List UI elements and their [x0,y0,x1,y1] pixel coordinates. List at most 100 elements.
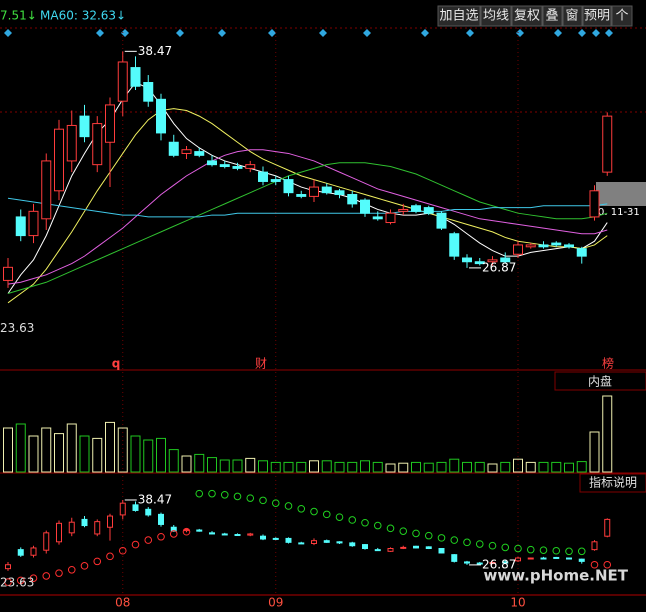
toolbar-button[interactable]: 叠 [542,5,563,27]
candle-body [589,190,600,218]
volume-bar [130,435,141,473]
mini-candle-body [260,535,266,540]
ma-line [7,149,608,285]
volume-bar [321,460,332,473]
mini-candle-body [553,556,560,559]
sar-dot [322,510,331,519]
volume-bar [474,461,485,473]
mini-candle-body [464,561,470,564]
sar-dot [67,565,76,574]
sar-dot [182,527,191,536]
mini-candle-body [272,537,279,540]
sar-dot [246,494,255,502]
toolbar-button[interactable]: 预明 [582,5,612,27]
sar-dot [259,496,267,505]
ma60-label: MA60: 32.63↓ [40,9,126,23]
button-label: 预明 [584,9,610,24]
sar-dot [412,529,420,538]
sar-dot [106,552,114,561]
volume-bar [219,459,230,473]
ma-line [7,108,608,304]
volume-bar [28,435,39,473]
sar-dot [16,576,25,585]
volume-bar [181,455,192,473]
volume-bar [41,427,52,473]
candle-body [156,98,166,134]
candle-body [28,210,39,237]
candle-body [360,199,370,214]
sar-dot [93,557,102,566]
mini-candle-body [604,518,611,537]
candle-body [79,115,90,138]
event-marker[interactable]: 榜 [602,356,614,371]
mini-candle-body [476,562,483,565]
candle-body [92,123,103,166]
volume-bar [385,463,396,473]
event-diamonds [4,29,613,37]
candle-body [487,259,498,263]
volume-bar [564,462,574,473]
watermark: www.pHome.NET [484,567,629,585]
mini-candle-body [209,532,215,535]
candle-body [564,244,574,248]
candle-body [105,104,115,143]
mini-candle-body [56,522,62,543]
x-tick-label: 10 [510,596,525,610]
volume-bar [156,437,166,473]
sar-dot [157,532,165,541]
sar-dot [233,492,242,501]
volume-bar [258,460,268,473]
candle-body [411,205,421,212]
sar-dot [475,540,484,548]
mini-candle-body [68,521,75,534]
mini-candle-body [578,558,585,562]
volume-bar [602,395,613,473]
sar-dot [514,544,522,553]
mini-candle-body [362,544,368,550]
toolbar-button[interactable]: 窗 [562,5,583,27]
mini-candle-body [107,515,113,528]
volume-bar [576,461,587,473]
annotation-label: 26.87 [482,557,516,571]
volume-bar [296,461,307,473]
candle-body [207,160,217,166]
sar-dot [284,502,293,510]
toolbar-button[interactable]: 个 [611,5,633,27]
button-label: 叠 [545,9,558,24]
toolbar-button[interactable]: 加自选 [437,5,481,27]
sar-dot [450,536,459,544]
volume-bar [194,453,205,473]
volume-bar [143,439,154,473]
annotation-label: 26.87 [482,260,516,274]
sar-dot [565,547,573,556]
mini-candle-body [43,532,50,551]
panel-button[interactable]: 指标说明 [579,473,646,493]
toolbar-button[interactable]: 均线 [480,5,512,27]
sar-dot [424,531,433,540]
volume-bar [117,427,128,473]
candle-body [525,244,536,248]
volume-bar [360,460,370,473]
volume-bar [3,427,13,473]
button-label: 加自选 [439,9,478,24]
candle-body [398,208,409,212]
mini-candle-body [400,546,407,549]
sar-dot [220,490,229,499]
last-price: 7.51↓ [0,9,37,23]
sar-dot [373,521,382,530]
sar-dot [208,489,216,498]
panel-button[interactable]: 内盘 [554,371,646,391]
candle-body [436,212,447,229]
event-marker[interactable]: q [112,357,121,371]
volume-bar [105,421,115,473]
sar-dot [386,524,395,533]
mini-candle-body [311,540,317,544]
sar-dot [399,527,408,535]
volume-bar [66,423,77,473]
sar-dot [552,546,561,555]
event-marker[interactable]: 财 [255,357,267,371]
toolbar-button[interactable]: 复权 [511,5,543,27]
volume-bar [168,449,179,473]
volume-bar [411,461,421,473]
